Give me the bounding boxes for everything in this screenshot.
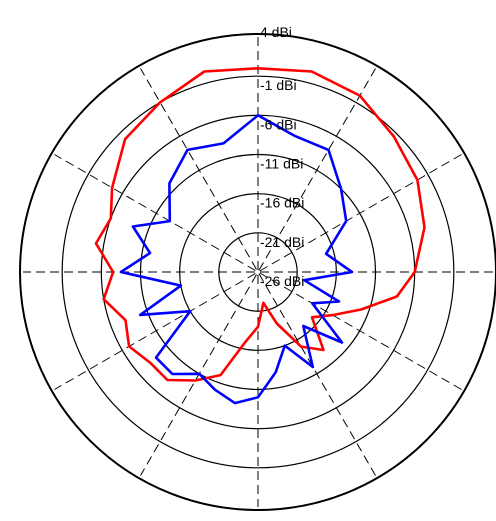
grid-spoke [140,68,376,476]
radial-tick-label: -6 dBi [260,116,297,132]
grid-spoke [140,68,376,476]
radial-tick-label: -21 dBi [260,234,304,250]
grid-spoke [54,154,462,390]
radial-tick-label: -1 dBi [260,77,297,93]
grid-ring [61,75,455,469]
polar-grid [19,33,496,511]
radial-tick-label: 4 dBi [260,24,292,40]
radial-tick-label: -11 dBi [260,156,303,172]
series-layer [94,67,426,405]
outer-circle [19,33,496,511]
radial-tick-label: -16 dBi [260,195,304,211]
tick-label-layer: 4 dBi -1 dBi -6 dBi -11 dBi -16 dBi -21 dBi -2… [260,24,304,289]
series-line-2 [119,114,354,405]
grid-spoke [54,154,462,390]
series-line-1 [94,67,426,382]
radial-tick-label: -26 dBi [260,273,304,289]
